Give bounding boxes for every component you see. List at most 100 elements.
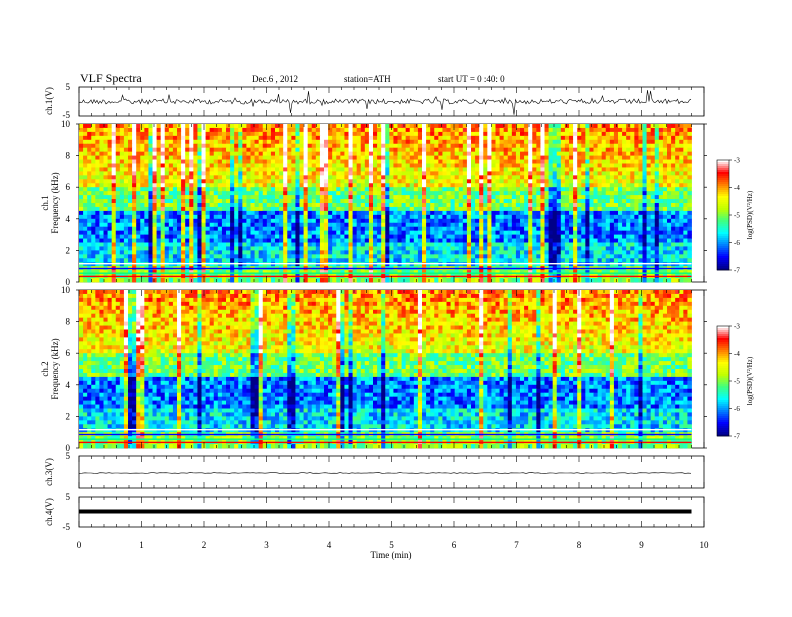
spectrogram-cell: [319, 230, 325, 235]
spectrogram-cell: [275, 159, 280, 164]
spectrogram-cell: [475, 179, 480, 184]
spectrogram-cell: [560, 191, 566, 196]
spectrogram-cell: [295, 179, 300, 184]
spectrogram-cell: [295, 127, 300, 133]
spectrogram-cell: [250, 230, 255, 235]
spectrogram-cell: [177, 210, 182, 216]
spectrogram-cell: [254, 159, 260, 164]
spectrogram-cell: [291, 242, 296, 247]
spectrogram-cell: [185, 254, 190, 259]
spectrogram-cell: [638, 175, 643, 180]
spectrogram-cell: [205, 135, 211, 141]
spectrogram-cell: [646, 163, 652, 168]
spectrogram-cell: [189, 222, 194, 228]
spectrogram-cell: [262, 238, 268, 243]
spectrogram-cell: [491, 171, 496, 176]
spectrogram-cell: [295, 210, 300, 216]
spectrogram-cell: [385, 199, 390, 204]
spectrogram-cell: [328, 242, 333, 247]
spectrogram-cell: [262, 127, 268, 133]
spectrogram-cell: [217, 131, 223, 137]
spectrogram-cell: [95, 238, 100, 243]
spectrogram-cell: [128, 171, 133, 176]
spectrogram-cell: [299, 234, 304, 239]
spectrogram-cell: [328, 222, 333, 228]
spectrogram-cell: [246, 238, 251, 243]
spectrogram-cell: [454, 167, 460, 172]
spectrogram-cell: [164, 187, 170, 192]
spectrogram-cell: [83, 210, 88, 216]
spectrogram-cell: [573, 159, 578, 164]
spectrogram-cell: [397, 187, 402, 192]
spectrogram-cell: [299, 143, 304, 149]
spectrogram-cell: [246, 155, 251, 160]
spectrogram-cell: [687, 238, 692, 243]
spectrogram-cell: [140, 151, 145, 156]
spectrogram-cell: [532, 250, 537, 255]
spectrogram-cell: [483, 127, 488, 133]
spectrogram-cell: [638, 210, 643, 216]
spectrogram-cell: [507, 139, 513, 145]
spectrogram-cell: [446, 230, 451, 235]
spectrogram-cell: [381, 191, 386, 196]
spectrogram-cell: [377, 167, 382, 172]
spectrogram-cell: [377, 139, 382, 145]
spectrogram-cell: [115, 127, 121, 133]
spectrogram-cell: [107, 250, 113, 255]
spectrogram-cell: [507, 175, 513, 180]
spectrogram-cell: [177, 143, 182, 149]
spectrogram-cell: [430, 206, 435, 212]
spectrogram-cell: [409, 218, 415, 224]
spectrogram-cell: [626, 230, 631, 235]
spectrogram-cell: [564, 195, 570, 200]
spectrogram-cell: [589, 179, 594, 184]
spectrogram-cell: [348, 226, 353, 232]
spectrogram-cell: [103, 222, 108, 228]
spectrogram-cell: [454, 163, 460, 168]
spectrogram-cell: [560, 218, 566, 224]
spectrogram-cell: [242, 183, 247, 188]
spectrogram-cell: [601, 195, 607, 200]
spectrogram-cell: [266, 206, 272, 212]
spectrogram-cell: [642, 206, 647, 212]
spectrogram-cell: [79, 222, 84, 228]
spectrogram-cell: [266, 175, 272, 180]
spectrogram-cell: [471, 155, 476, 160]
spectrogram-cell: [168, 226, 174, 232]
spectrogram-cell: [234, 206, 239, 212]
spectrogram-cell: [128, 124, 133, 129]
spectrogram-cell: [475, 159, 480, 164]
spectrogram-cell: [352, 183, 358, 188]
spectrogram-cell: [189, 250, 194, 255]
spectrogram-cell: [344, 151, 349, 156]
spectrogram-cell: [479, 195, 484, 200]
spectrogram-cell: [283, 238, 288, 243]
spectrogram-cell: [352, 195, 358, 200]
spectrogram-cell: [654, 147, 660, 153]
spectrogram-cell: [511, 226, 517, 232]
spectrogram-cell: [658, 167, 664, 172]
spectrogram-cell: [95, 230, 100, 235]
spectrogram-cell: [638, 147, 643, 153]
spectrogram-cell: [230, 203, 235, 208]
spectrogram-cell: [626, 139, 631, 145]
spectrogram-cell: [319, 135, 325, 141]
spectrogram-cell: [189, 175, 194, 180]
spectrogram-cell: [556, 124, 562, 129]
spectrogram-cell: [336, 139, 341, 145]
spectrogram-cell: [87, 246, 92, 251]
spectrogram-cell: [197, 159, 202, 164]
spectrogram-cell: [209, 127, 215, 133]
spectrogram-cell: [144, 226, 149, 232]
spectrogram-cell: [340, 242, 345, 247]
spectrogram-cell: [462, 222, 468, 228]
spectrogram-cell: [618, 250, 623, 255]
spectrogram-cell: [303, 147, 309, 153]
spectrogram-cell: [466, 234, 472, 239]
spectrogram-cell: [556, 214, 562, 220]
spectrogram-cell: [422, 163, 427, 168]
spectrogram-cell: [291, 226, 296, 232]
spectrogram-cell: [438, 250, 443, 255]
spectrogram-cell: [364, 199, 370, 204]
spectrogram-cell: [185, 242, 190, 247]
